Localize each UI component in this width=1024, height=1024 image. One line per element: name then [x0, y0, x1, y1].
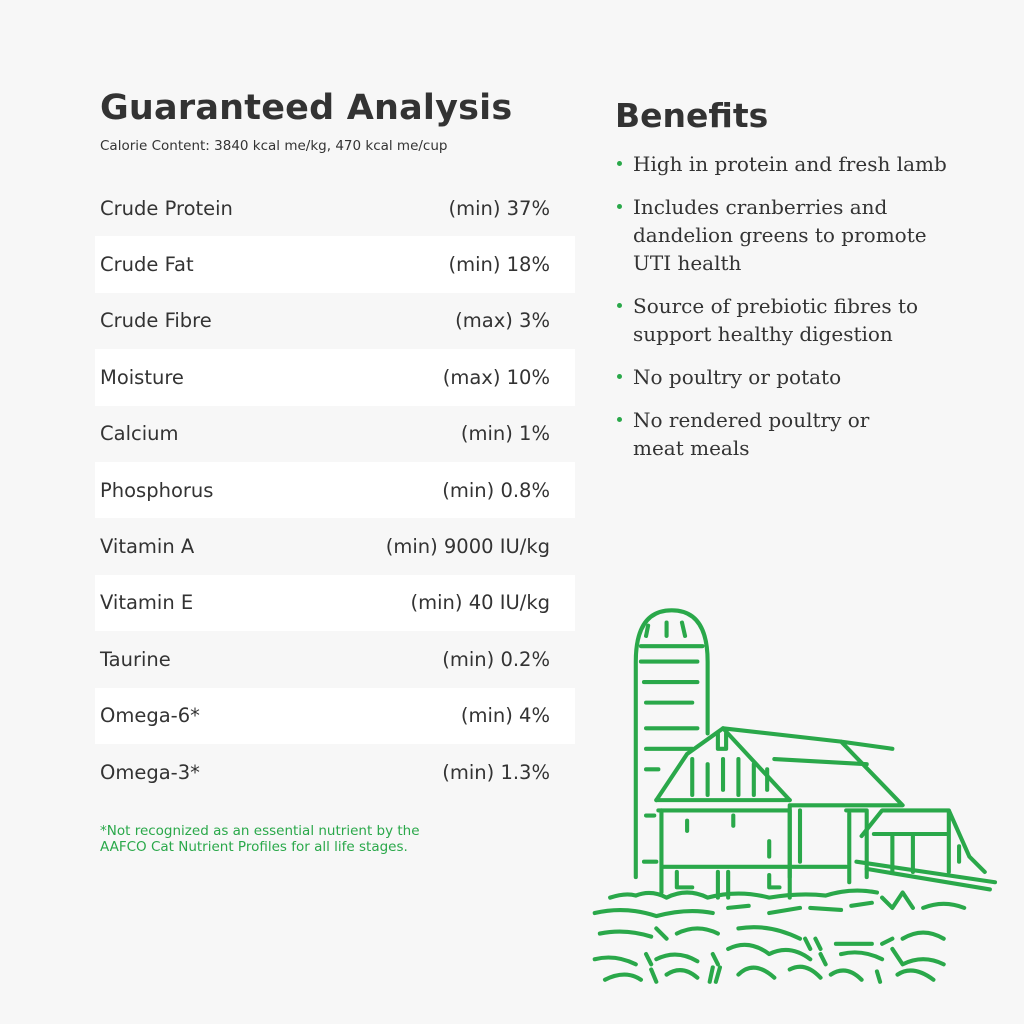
benefits-list: High in protein and fresh lamb Includes …	[615, 150, 975, 477]
nutrient-value: (min) 18%	[448, 253, 550, 277]
nutrient-label: Vitamin E	[100, 591, 194, 615]
table-row: Vitamin E (min) 40 IU/kg	[95, 574, 575, 632]
benefit-item: Source of prebiotic fibres to support he…	[615, 292, 933, 348]
nutrient-label: Taurine	[100, 647, 171, 671]
table-row: Phosphorus (min) 0.8%	[95, 461, 575, 519]
benefit-text: No rendered poultry or meat meals	[633, 408, 870, 460]
bullet-icon	[617, 204, 622, 209]
table-row: Crude Fat (min) 18%	[95, 236, 575, 293]
table-row: Vitamin A (min) 9000 IU/kg	[95, 518, 575, 574]
nutrient-label: Crude Fat	[100, 253, 194, 277]
nutrient-value: (min) 1.3%	[442, 760, 550, 784]
nutrient-value: (min) 9000 IU/kg	[385, 535, 550, 559]
analysis-table: Crude Protein (min) 37% Crude Fat (min) 18…	[95, 180, 575, 800]
table-row: Moisture (max) 10%	[95, 349, 575, 406]
benefits-title: Benefits	[615, 96, 769, 135]
calorie-content: Calorie Content: 3840 kcal me/kg, 470 kc…	[100, 138, 448, 154]
bullet-icon	[617, 374, 622, 379]
nutrient-value: (max) 3%	[455, 309, 550, 333]
nutrient-value: (min) 40 IU/kg	[410, 591, 550, 615]
nutrient-label: Omega-6*	[100, 704, 200, 728]
nutrient-value: (min) 0.8%	[442, 478, 550, 502]
nutrient-label: Moisture	[100, 365, 184, 389]
nutrient-value: (min) 4%	[460, 704, 550, 728]
nutrient-label: Calcium	[100, 422, 179, 446]
nutrient-value: (min) 0.2%	[442, 647, 550, 671]
table-row: Omega-6* (min) 4%	[95, 687, 575, 744]
table-row: Crude Protein (min) 37%	[95, 180, 575, 236]
bullet-icon	[617, 303, 622, 308]
benefit-item: No rendered poultry or meat meals	[615, 406, 903, 462]
table-row: Taurine (min) 0.2%	[95, 631, 575, 687]
benefit-text: High in protein and fresh lamb	[633, 152, 947, 176]
nutrient-label: Crude Protein	[100, 196, 233, 220]
nutrient-label: Omega-3*	[100, 760, 200, 784]
nutrient-label: Phosphorus	[100, 478, 214, 502]
benefit-item: High in protein and fresh lamb	[615, 150, 975, 178]
benefit-text: Source of prebiotic fibres to support he…	[633, 294, 919, 346]
table-row: Crude Fibre (max) 3%	[95, 293, 575, 349]
nutrient-value: (min) 37%	[448, 196, 550, 220]
table-row: Calcium (min) 1%	[95, 406, 575, 462]
benefit-text: No poultry or potato	[633, 365, 842, 389]
benefit-item: Includes cranberries and dandelion green…	[615, 193, 953, 277]
nutrient-label: Crude Fibre	[100, 309, 212, 333]
benefit-text: Includes cranberries and dandelion green…	[633, 195, 927, 275]
nutrient-value: (min) 1%	[460, 422, 550, 446]
farm-barn-silo-illustration-icon	[592, 608, 998, 984]
nutrient-label: Vitamin A	[100, 535, 195, 559]
bullet-icon	[617, 417, 622, 422]
footnote: *Not recognized as an essential nutrient…	[100, 823, 420, 855]
nutrient-value: (max) 10%	[442, 365, 550, 389]
bullet-icon	[617, 161, 622, 166]
table-row: Omega-3* (min) 1.3%	[95, 744, 575, 800]
guaranteed-analysis-title: Guaranteed Analysis	[100, 88, 513, 128]
benefit-item: No poultry or potato	[615, 363, 975, 391]
